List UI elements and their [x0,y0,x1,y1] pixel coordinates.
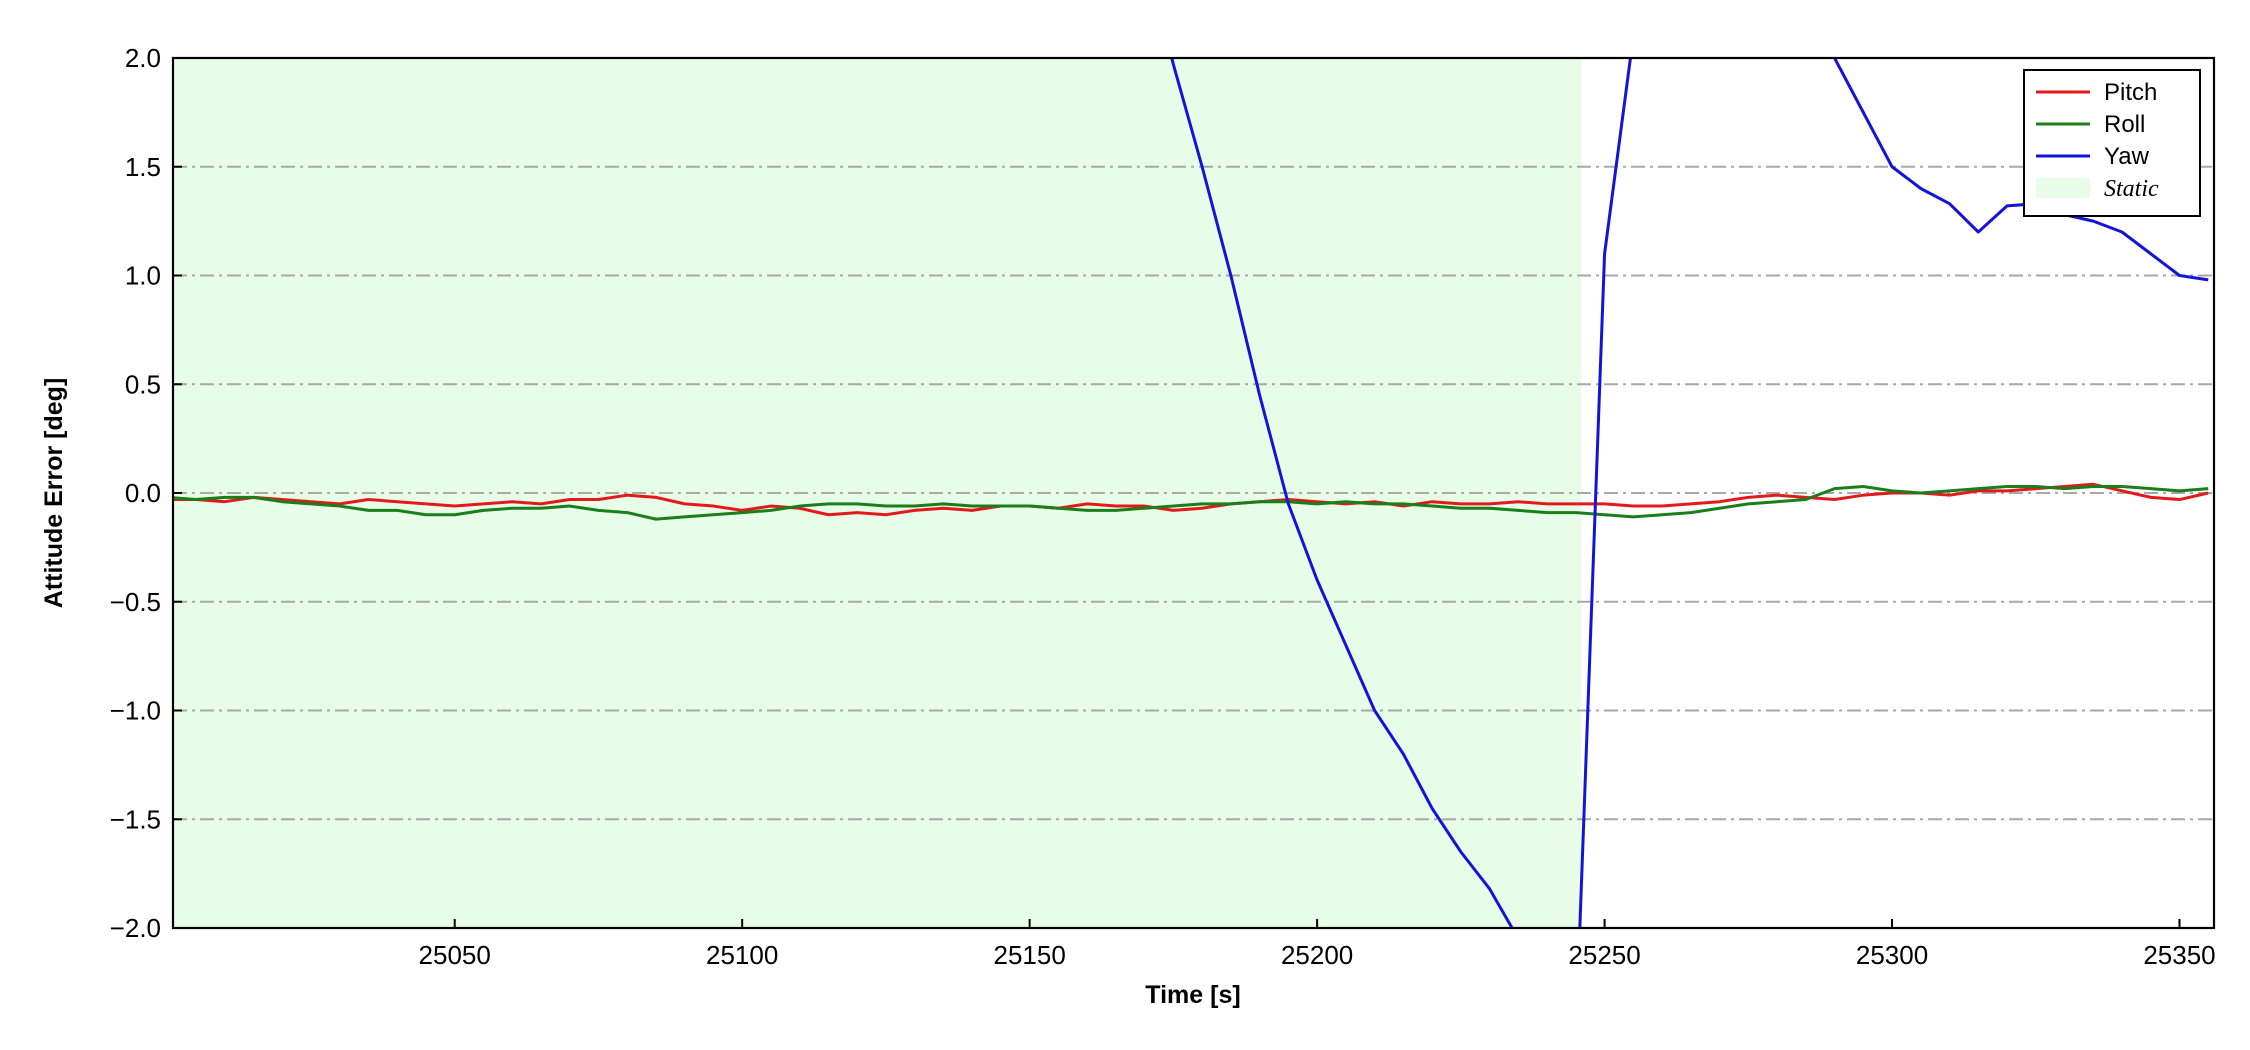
ticks: −2.0 −1.5 −1.0 −0.5 0.0 0.5 1.0 1.5 2.0 25050 2510… [110,43,2216,970]
y-axis-label: Attitude Error [deg] [40,378,68,609]
series-line [173,482,2209,517]
legend-label: Roll [2104,111,2145,138]
legend-label: Static [2104,176,2159,202]
y-tick-label: −2.0 [110,913,161,943]
series-line [1170,58,1632,928]
y-tick-label: 0.0 [125,478,161,508]
series-line [1832,58,2209,282]
y-tick-label: −0.5 [110,587,161,617]
x-tick-label: 25350 [2143,940,2215,970]
x-tick-label: 25100 [706,940,778,970]
x-tick-label: 25150 [993,940,1065,970]
x-tick-label: 25250 [1568,940,1640,970]
series-line [173,484,2209,521]
y-tick-label: 1.5 [125,152,161,182]
legend-swatch [2036,178,2090,198]
y-tick-label: 1.0 [125,261,161,291]
y-tick-label: 0.5 [125,369,161,399]
y-tick-label: 2.0 [125,43,161,73]
grid [173,165,2214,821]
y-tick-label: −1.0 [110,696,161,726]
legend-label: Pitch [2104,79,2157,106]
x-axis-label: Time [s] [1145,981,1240,1009]
legend-label: Yaw [2104,143,2150,170]
y-tick-label: −1.5 [110,804,161,834]
x-tick-label: 25300 [1856,940,1928,970]
legend: Pitch Roll Yaw Static [2023,69,2201,217]
x-tick-label: 25050 [419,940,491,970]
x-tick-label: 25200 [1281,940,1353,970]
lines [173,58,2209,928]
